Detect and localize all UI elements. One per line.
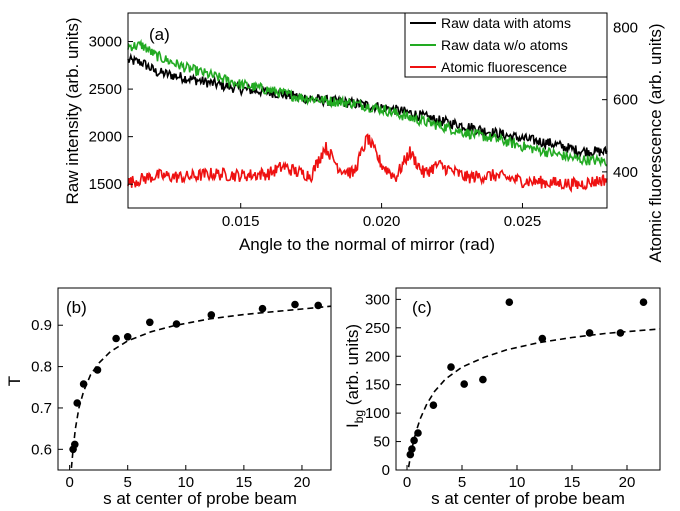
panel-c-y-tick-label: 250 [365, 320, 390, 337]
panel-c-frame [395, 287, 661, 471]
panel-b-fit-curve [70, 305, 332, 468]
panel-c-y-tick-label: 200 [365, 348, 390, 365]
panel-a: 0.015 0.020 0.025 1500 2000 2500 3000 400 600 800… [63, 12, 665, 263]
panel-a-y-tick-label: 2500 [89, 81, 122, 98]
panel-c-x-tick-label: 0 [403, 474, 411, 491]
panel-c-x-tick-label: 15 [564, 474, 581, 491]
panel-c-y-tick-label: 50 [373, 434, 390, 451]
panel-b-x-tick-label: 15 [236, 474, 253, 491]
panel-c-y-axis-title: Ibg (arb. units) [343, 324, 366, 428]
series-line-1 [127, 52, 608, 158]
panel-b-x-tick-label: 20 [294, 474, 311, 491]
panel-b-data-point [146, 318, 154, 327]
panel-b-data-point [291, 300, 299, 309]
legend-label-raw-with-atoms: Raw data with atoms [441, 15, 571, 31]
panel-b-y-tick-label: 0.8 [31, 359, 52, 376]
series-line-2 [127, 38, 608, 168]
panel-b-plot-area [69, 300, 332, 468]
panel-a-x-axis-title: Angle to the normal of mirror (rad) [239, 235, 495, 254]
panel-b-x-axis-title: s at center of probe beam [103, 489, 297, 508]
series-line-3 [127, 133, 608, 193]
panel-c-data-point [447, 363, 455, 371]
panel-c-x-tick-label: 10 [509, 474, 526, 491]
panel-c-data-point [414, 429, 422, 437]
panel-b-x-tick-label: 5 [124, 474, 132, 491]
panel-c-y-tick-label: 150 [365, 377, 390, 394]
panel-c-plot-area [406, 298, 661, 468]
panel-c-y-axis-title-main: I [343, 423, 362, 428]
panel-c-fit-curve [407, 328, 661, 468]
panel-a-x-tick-label: 0.015 [222, 213, 260, 230]
panel-b-data-point [71, 440, 79, 449]
panel-b-data-point [123, 333, 132, 341]
panel-c-data-point [460, 380, 469, 388]
panel-c-y-tick-label: 300 [365, 291, 390, 308]
panel-a-y-tick-label: 3000 [89, 34, 122, 51]
panel-b-x-tick-label: 10 [177, 474, 194, 491]
panel-b-data-point [258, 304, 267, 313]
panel-a-y-axis-title: Raw intensity (arb. units) [63, 17, 82, 204]
panel-b-y-axis-title: T [5, 376, 24, 386]
legend-label-atomic-fluorescence: Atomic fluorescence [441, 59, 567, 75]
panel-c-y-axis-title-rest: (arb. units) [343, 324, 362, 410]
panel-c-x-tick-label: 5 [458, 474, 466, 491]
panel-c-y-tick-label: 0 [382, 462, 390, 479]
panel-c-label: (c) [412, 298, 432, 317]
legend: Raw data with atoms Raw data w/o atoms A… [404, 12, 608, 78]
panel-a-y-tick-label: 2000 [89, 129, 122, 146]
panel-b-label: (b) [66, 298, 87, 317]
panel-c-y-tick-label: 100 [365, 405, 390, 422]
panel-c-data-point [479, 375, 487, 384]
panel-b: 0 5 10 15 20 0.6 0.7 0.8 0.9 (b) s at center of … [5, 287, 332, 508]
legend-label-raw-without-atoms: Raw data w/o atoms [441, 37, 568, 53]
panel-a-x-tick-label: 0.020 [363, 213, 401, 230]
panel-c-x-tick-label: 20 [619, 474, 636, 491]
panel-c-data-point [639, 298, 648, 307]
panel-b-y-tick-label: 0.7 [31, 400, 52, 417]
panel-b-data-point [112, 334, 120, 343]
panel-a-frame [127, 12, 608, 209]
panel-a-label: (a) [149, 25, 170, 44]
panel-a-y-tick-label: 1500 [89, 176, 122, 193]
panel-a-ticks: 0.015 0.020 0.025 1500 2000 2500 3000 400 600 800 [89, 19, 638, 230]
panel-a-y2-tick-label: 400 [613, 164, 638, 181]
panel-b-x-tick-label: 0 [65, 474, 73, 491]
panel-a-y2-tick-label: 800 [613, 19, 638, 36]
panel-b-ticks: 0 5 10 15 20 0.6 0.7 0.8 0.9 [31, 317, 310, 491]
panel-a-y2-axis-title: Atomic fluorescence (arb. units) [646, 23, 665, 262]
panel-b-data-point [207, 311, 216, 319]
panel-c-data-point [538, 334, 547, 343]
panel-b-y-tick-label: 0.9 [31, 317, 52, 334]
panel-c-data-point [429, 401, 438, 410]
panel-c-data-point [505, 298, 514, 307]
legend-box [404, 12, 608, 78]
panel-c-y-axis-title-subscript: bg [352, 410, 366, 423]
panel-c-data-point [408, 445, 416, 453]
panel-a-y2-tick-label: 600 [613, 92, 638, 109]
panel-c-x-axis-title: s at center of probe beam [431, 489, 625, 508]
panel-b-y-tick-label: 0.6 [31, 441, 52, 458]
panel-a-plot-area [127, 38, 608, 193]
panel-a-x-tick-label: 0.025 [504, 213, 542, 230]
panel-c-data-point [410, 436, 418, 445]
panel-b-frame [57, 287, 332, 471]
